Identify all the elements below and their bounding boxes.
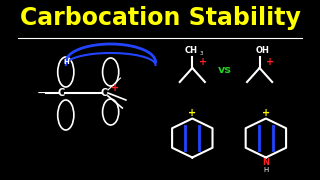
Text: OH: OH	[255, 46, 269, 55]
Text: +: +	[266, 57, 275, 67]
Text: H: H	[263, 166, 268, 172]
Text: −: −	[36, 87, 47, 100]
Text: Carbocation Stability: Carbocation Stability	[20, 6, 300, 30]
Text: C: C	[58, 88, 65, 98]
Text: CH: CH	[185, 46, 198, 55]
Text: 3: 3	[200, 51, 203, 55]
Text: N: N	[262, 158, 269, 167]
Text: +: +	[262, 107, 270, 118]
Text: +: +	[188, 107, 196, 118]
Text: vs: vs	[218, 65, 232, 75]
Text: H: H	[63, 59, 69, 65]
Text: C: C	[101, 88, 108, 98]
Text: +: +	[111, 83, 119, 93]
Text: +: +	[199, 57, 207, 67]
